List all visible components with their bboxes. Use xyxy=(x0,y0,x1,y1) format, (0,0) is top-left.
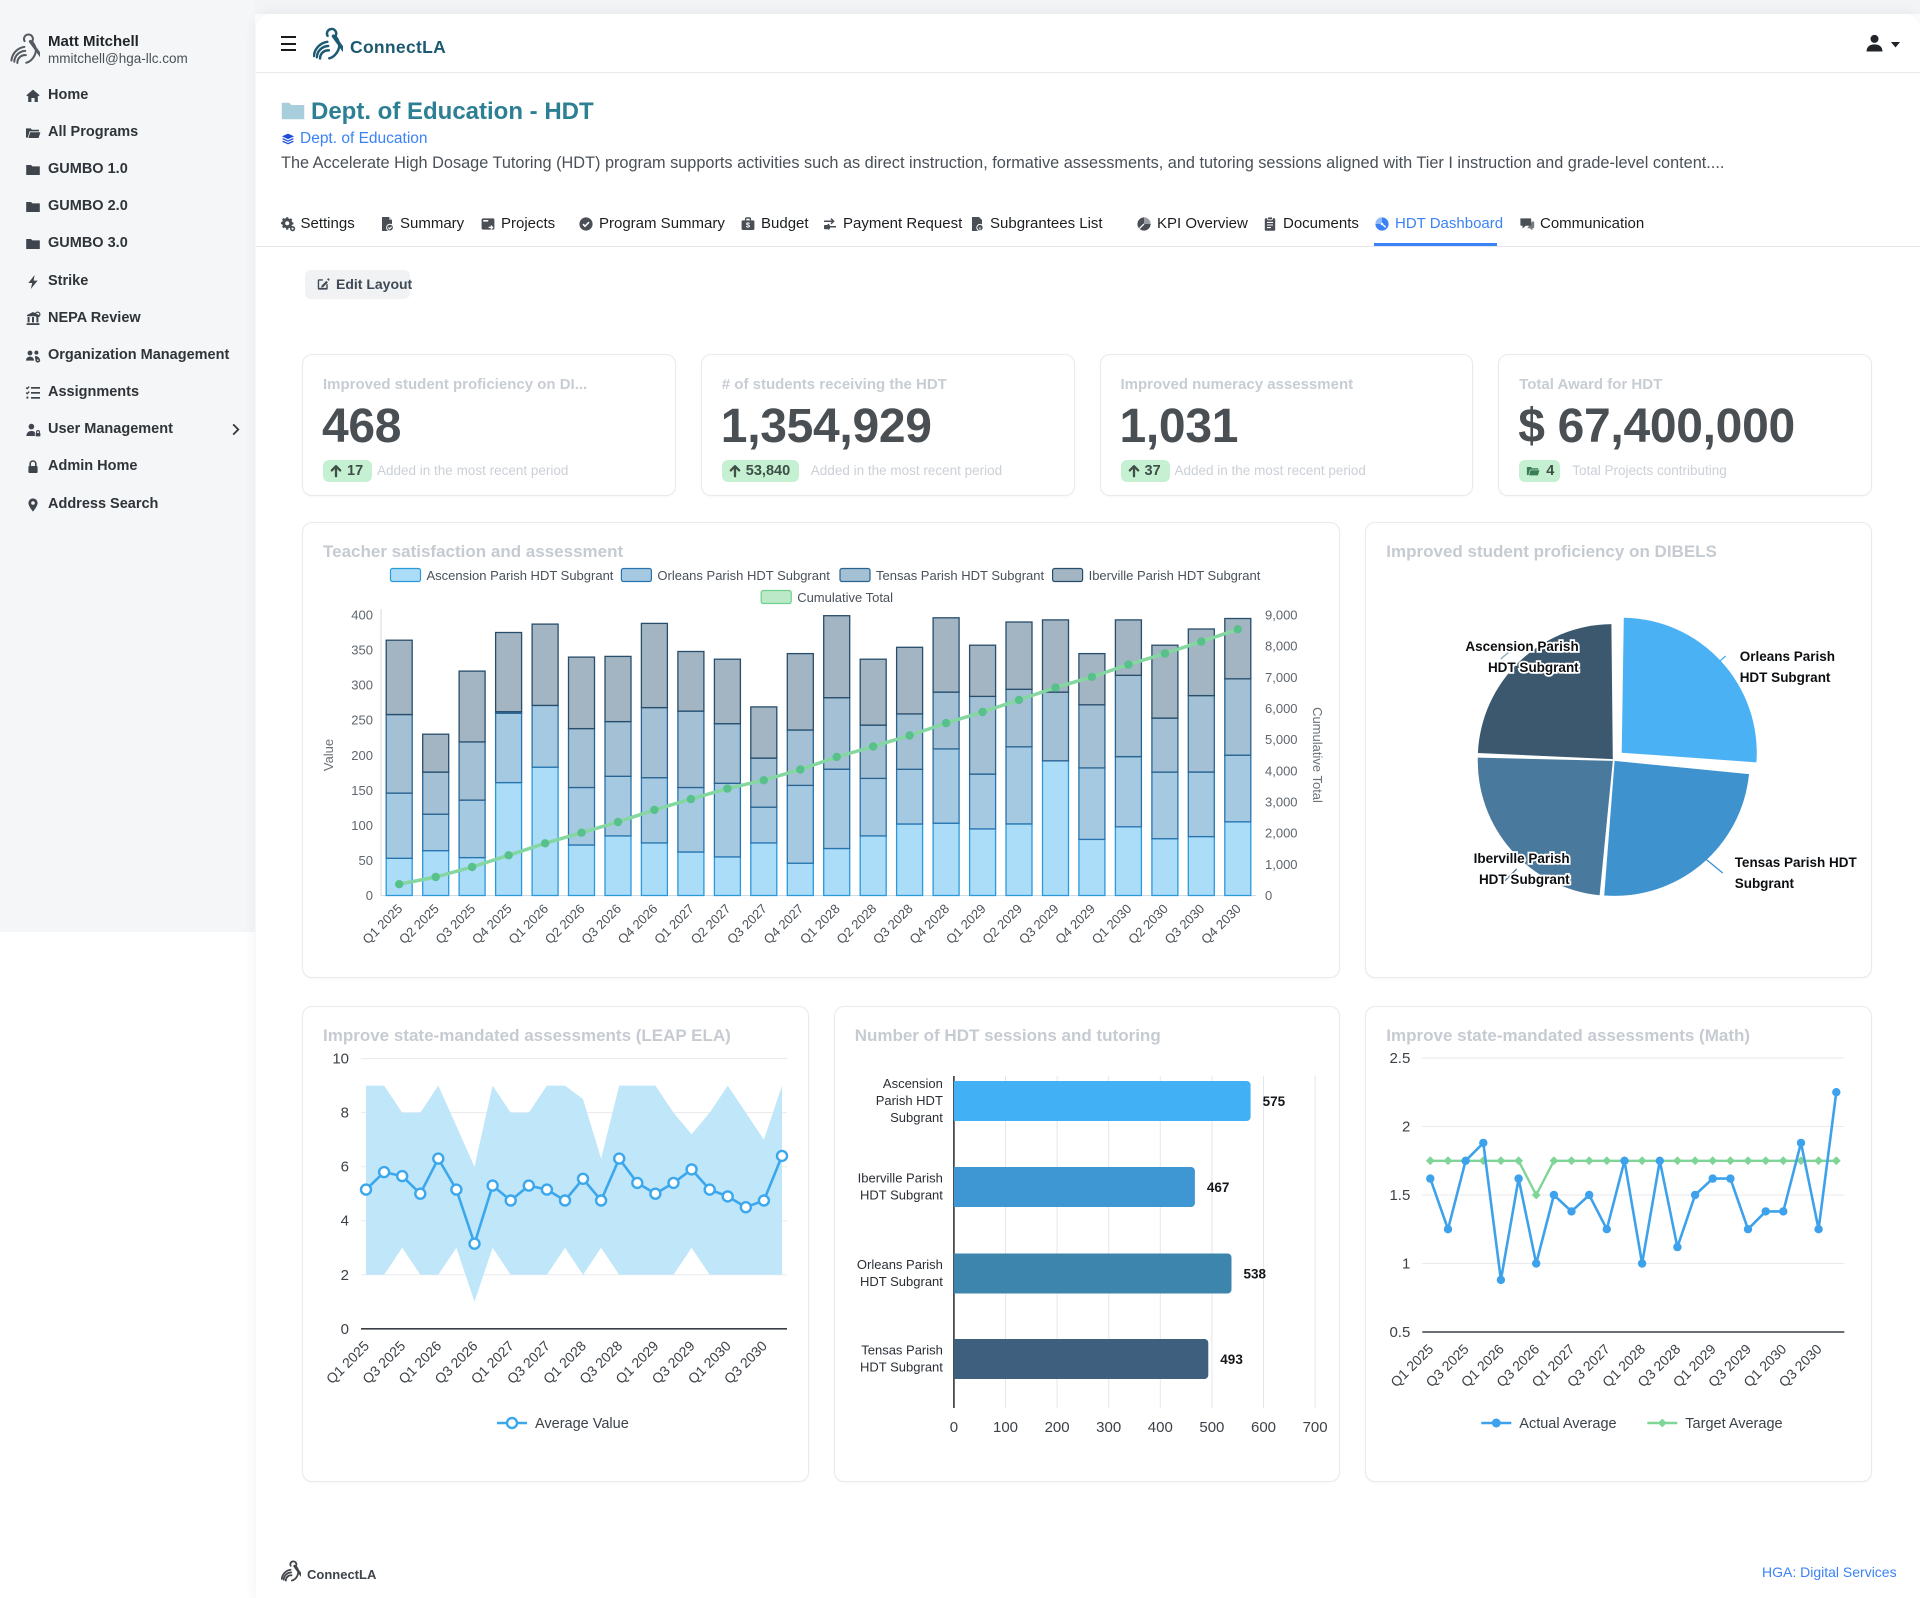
svg-text:2.5: 2.5 xyxy=(1390,1050,1411,1067)
svg-text:3,000: 3,000 xyxy=(1265,795,1298,810)
svg-text:Ascension Parish: Ascension Parish xyxy=(1466,639,1579,654)
svg-text:Tensas Parish HDT: Tensas Parish HDT xyxy=(1735,855,1858,870)
svg-text:538: 538 xyxy=(1243,1267,1266,1282)
svg-text:150: 150 xyxy=(351,783,373,798)
svg-text:Orleans Parish: Orleans Parish xyxy=(1740,649,1835,664)
svg-text:HDT Subgrant: HDT Subgrant xyxy=(1488,660,1579,675)
svg-text:0: 0 xyxy=(341,1321,349,1338)
svg-text:Tensas Parish: Tensas Parish xyxy=(861,1343,943,1358)
svg-text:Orleans Parish HDT Subgrant: Orleans Parish HDT Subgrant xyxy=(657,568,830,583)
svg-text:0.5: 0.5 xyxy=(1390,1324,1411,1341)
svg-text:2,000: 2,000 xyxy=(1265,826,1298,841)
svg-text:Orleans Parish: Orleans Parish xyxy=(857,1257,943,1272)
svg-text:500: 500 xyxy=(1199,1419,1224,1436)
svg-text:493: 493 xyxy=(1220,1352,1243,1367)
svg-text:50: 50 xyxy=(359,853,373,868)
svg-text:467: 467 xyxy=(1207,1180,1230,1195)
svg-text:Subgrant: Subgrant xyxy=(1735,876,1795,891)
svg-text:300: 300 xyxy=(1096,1419,1121,1436)
svg-text:Cumulative Total: Cumulative Total xyxy=(797,590,893,605)
svg-text:0: 0 xyxy=(366,888,373,903)
svg-text:Average Value: Average Value xyxy=(535,1416,629,1432)
svg-text:8: 8 xyxy=(341,1105,349,1122)
svg-text:Value: Value xyxy=(321,739,336,771)
svg-text:0: 0 xyxy=(949,1419,957,1436)
svg-text:700: 700 xyxy=(1302,1419,1327,1436)
svg-text:Parish HDT: Parish HDT xyxy=(875,1093,942,1108)
svg-text:6,000: 6,000 xyxy=(1265,701,1298,716)
svg-text:Subgrant: Subgrant xyxy=(890,1110,943,1125)
svg-text:1,000: 1,000 xyxy=(1265,857,1298,872)
svg-text:HDT Subgrant: HDT Subgrant xyxy=(860,1360,943,1375)
svg-text:Actual Average: Actual Average xyxy=(1520,1416,1617,1432)
svg-text:HDT Subgrant: HDT Subgrant xyxy=(860,1188,943,1203)
svg-text:Ascension Parish HDT Subgrant: Ascension Parish HDT Subgrant xyxy=(427,568,614,583)
svg-text:Q4 2030: Q4 2030 xyxy=(1198,901,1244,947)
svg-text:100: 100 xyxy=(351,818,373,833)
svg-text:7,000: 7,000 xyxy=(1265,670,1298,685)
svg-text:6: 6 xyxy=(341,1159,349,1176)
svg-text:Ascension: Ascension xyxy=(883,1076,943,1091)
svg-text:400: 400 xyxy=(1147,1419,1172,1436)
svg-text:Iberville Parish HDT Subgrant: Iberville Parish HDT Subgrant xyxy=(1089,568,1261,583)
svg-text:600: 600 xyxy=(1251,1419,1276,1436)
svg-text:100: 100 xyxy=(993,1419,1018,1436)
svg-text:300: 300 xyxy=(351,678,373,693)
svg-text:HDT Subgrant: HDT Subgrant xyxy=(1479,872,1570,887)
svg-text:575: 575 xyxy=(1262,1094,1285,1109)
svg-text:2: 2 xyxy=(1402,1119,1410,1136)
svg-text:HDT Subgrant: HDT Subgrant xyxy=(860,1274,943,1289)
svg-text:Iberville Parish: Iberville Parish xyxy=(857,1171,942,1186)
svg-text:Tensas Parish HDT Subgrant: Tensas Parish HDT Subgrant xyxy=(876,568,1045,583)
svg-text:2: 2 xyxy=(341,1267,349,1284)
svg-text:400: 400 xyxy=(351,608,373,623)
svg-text:Iberville Parish: Iberville Parish xyxy=(1474,851,1570,866)
svg-text:250: 250 xyxy=(351,713,373,728)
svg-text:1.5: 1.5 xyxy=(1390,1187,1411,1204)
svg-text:HDT Subgrant: HDT Subgrant xyxy=(1740,670,1831,685)
svg-text:$: $ xyxy=(746,220,751,229)
svg-text:0: 0 xyxy=(1265,888,1272,903)
svg-text:4,000: 4,000 xyxy=(1265,763,1298,778)
svg-text:10: 10 xyxy=(332,1051,349,1068)
svg-text:9,000: 9,000 xyxy=(1265,608,1298,623)
svg-text:4: 4 xyxy=(341,1213,349,1230)
svg-text:8,000: 8,000 xyxy=(1265,639,1298,654)
svg-text:1: 1 xyxy=(1402,1256,1410,1273)
svg-text:350: 350 xyxy=(351,643,373,658)
svg-text:Target Average: Target Average xyxy=(1686,1416,1783,1432)
svg-text:Cumulative Total: Cumulative Total xyxy=(1310,707,1325,803)
svg-text:200: 200 xyxy=(351,748,373,763)
svg-text:5,000: 5,000 xyxy=(1265,732,1298,747)
svg-text:200: 200 xyxy=(1044,1419,1069,1436)
